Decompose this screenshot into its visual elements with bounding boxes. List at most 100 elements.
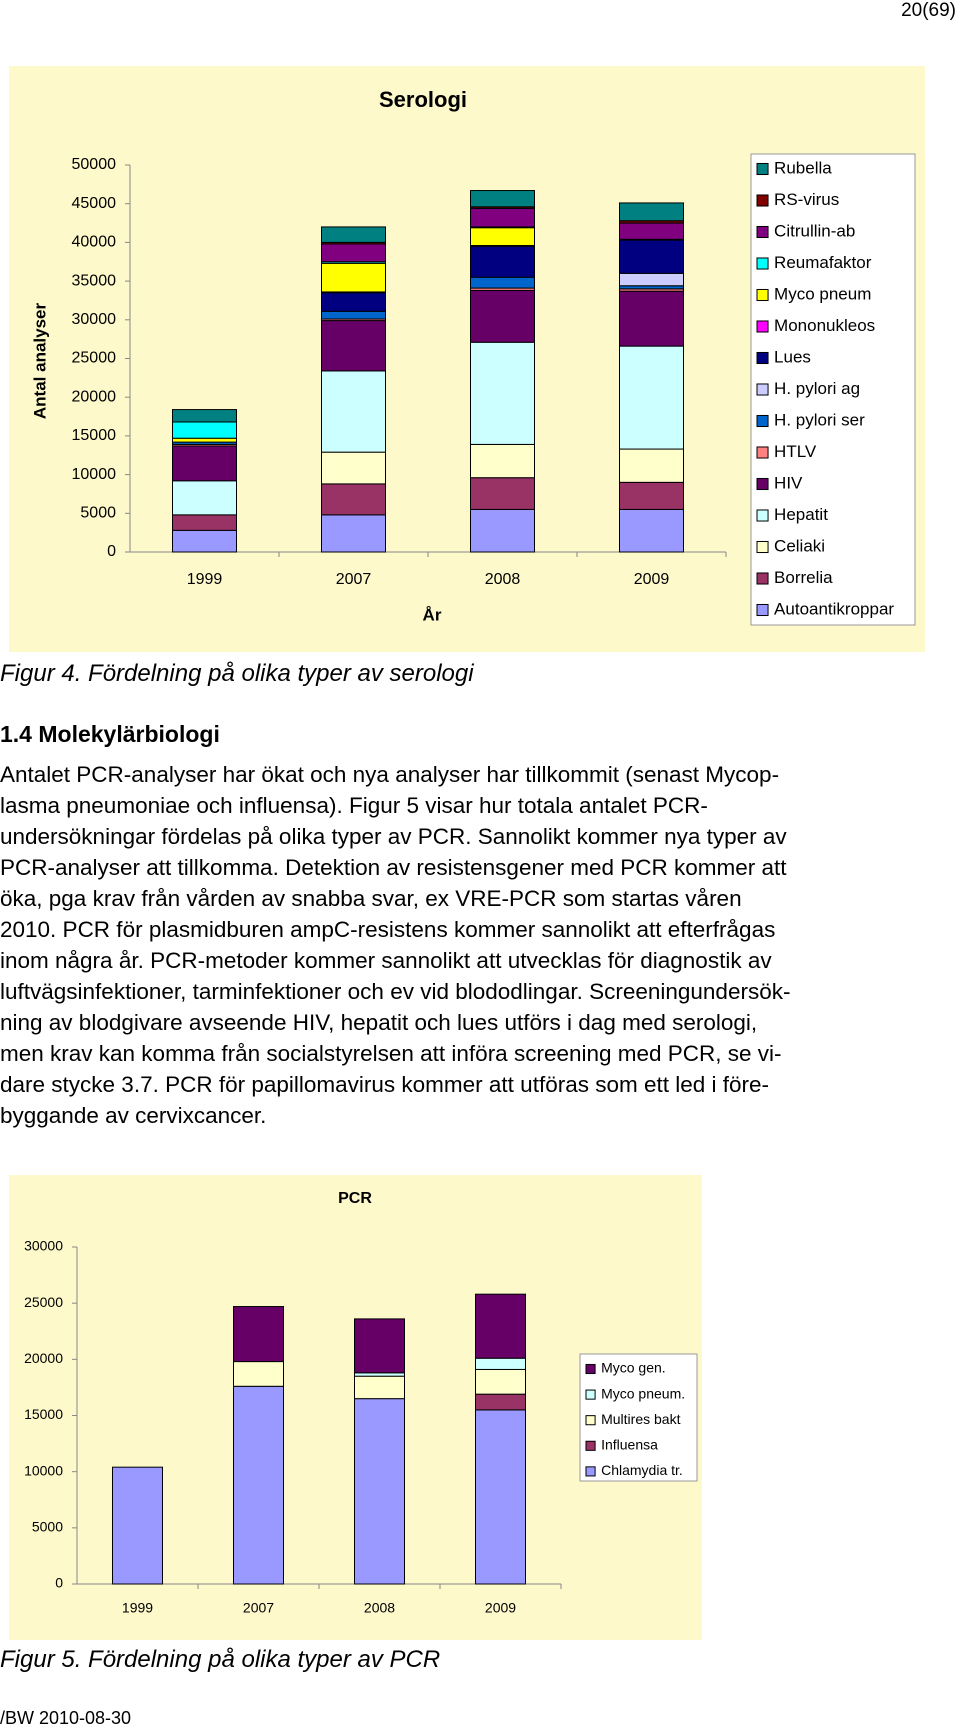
legend-box: [750, 153, 916, 626]
text-line: PCR-analyser att tillkomma. Detektion av…: [0, 855, 787, 880]
bar-segment: [470, 341, 535, 445]
bar-segment: [470, 207, 535, 228]
legend-swatch: [756, 603, 769, 617]
caption: Figur 4. Fördelning på olika typer av se…: [0, 660, 474, 687]
y-tick-label: 10000: [24, 1462, 63, 1478]
text-line: men krav kan komma från socialstyrelsen …: [0, 1041, 782, 1066]
legend-label: Citrullin-ab: [774, 221, 855, 240]
bar-segment: [321, 514, 386, 553]
y-tick-label: 15000: [72, 427, 117, 444]
text-line: undersökningar fördelas på olika typer a…: [0, 824, 787, 849]
legend-swatch: [756, 477, 769, 491]
text-line: inom några år. PCR-metoder kommer sannol…: [0, 948, 772, 973]
y-tick-label: 35000: [72, 272, 117, 289]
bar-segment: [172, 480, 237, 516]
legend-label: Multires bakt: [601, 1411, 680, 1427]
y-tick-label: 0: [107, 543, 116, 560]
bar-segment: [172, 421, 237, 439]
legend-label: Lues: [774, 347, 811, 366]
y-axis-label: Antal analyser: [30, 303, 49, 420]
bar-segment: [321, 370, 386, 453]
legend-label: HIV: [774, 473, 803, 492]
chart-title: PCR: [338, 1190, 372, 1207]
bar-segment: [475, 1368, 526, 1395]
legend-swatch: [756, 257, 769, 270]
y-tick-label: 0: [55, 1575, 63, 1591]
y-tick-label: 20000: [24, 1350, 63, 1366]
text-line: Antalet PCR-analyser har ökat och nya an…: [0, 762, 780, 787]
legend-label: RS-virus: [774, 190, 839, 209]
x-tick-label: 2007: [336, 571, 372, 588]
bar-segment: [619, 448, 684, 483]
bar-segment: [619, 222, 684, 240]
legend-swatch: [756, 162, 769, 176]
legend-swatch: [756, 383, 769, 396]
bar-segment: [321, 243, 386, 263]
bar-segment: [470, 289, 535, 343]
legend-swatch: [756, 351, 769, 365]
y-tick-label: 45000: [72, 195, 117, 212]
bar-segment: [172, 514, 237, 531]
bar-segment: [470, 443, 535, 479]
bar-segment: [172, 409, 237, 423]
legend-label: Reumafaktor: [774, 253, 872, 272]
caption: Figur 5. Fördelning på olika typer av PC…: [0, 1646, 441, 1673]
legend-swatch: [756, 225, 769, 239]
x-tick-label: 1999: [187, 571, 223, 588]
bar-segment: [470, 245, 535, 278]
legend-label: Borrelia: [774, 568, 833, 587]
y-tick-label: 20000: [72, 388, 117, 405]
bar-segment: [112, 1466, 163, 1585]
legend-label: Rubella: [774, 158, 832, 177]
bar-segment: [619, 202, 684, 222]
bar-segment: [172, 445, 237, 482]
text-line: lasma pneumoniae och influensa). Figur 5…: [0, 793, 708, 818]
bar-segment: [619, 290, 684, 347]
legend-label: Celiaki: [774, 536, 825, 555]
chart: PCR 0 5000 10000 15000 20000 25000 30000 1999 200…: [9, 1175, 702, 1640]
chart-title: Serologi: [379, 87, 467, 112]
y-tick-label: 50000: [72, 156, 117, 173]
legend-label: Autoantikroppar: [774, 599, 894, 618]
x-tick-label: 2009: [634, 571, 670, 588]
y-tick-label: 30000: [72, 311, 117, 328]
legend-swatch: [756, 572, 769, 585]
bar-segment: [619, 272, 684, 287]
page-number: 20(69): [901, 0, 956, 21]
bar-segment: [475, 1293, 526, 1359]
x-tick-label: 2008: [364, 1600, 395, 1616]
bar-segment: [619, 508, 684, 553]
x-tick-label: 2009: [485, 1600, 516, 1616]
legend-label: Myco pneum.: [601, 1385, 685, 1401]
bar-segment: [321, 310, 386, 320]
legend-swatch: [756, 194, 769, 207]
text-line: öka, pga krav från vården av snabba svar…: [0, 886, 742, 911]
bar-segment: [321, 451, 386, 485]
text-line: ning av blodgivare avseende HIV, hepatit…: [0, 1010, 758, 1035]
legend-swatch: [756, 509, 769, 522]
y-tick-label: 40000: [72, 234, 117, 251]
legend-swatch: [756, 540, 769, 554]
section-heading: 1.4 Molekylärbiologi: [0, 721, 220, 747]
bar-segment: [475, 1357, 526, 1370]
x-axis-label: År: [423, 605, 442, 624]
bar-segment: [172, 437, 237, 443]
bar-segment: [354, 1398, 405, 1585]
legend-label: Myco gen.: [601, 1360, 666, 1376]
legend-label: Mononukleos: [774, 316, 875, 335]
bar-segment: [470, 508, 535, 553]
bar-segment: [321, 292, 386, 312]
x-tick-label: 1999: [122, 1600, 153, 1616]
legend-swatch: [756, 320, 769, 333]
chart: Serologi 0 5000 10000 15000 20000 25000 30000 35…: [9, 66, 925, 652]
bar-segment: [475, 1409, 526, 1585]
bar-segment: [321, 320, 386, 372]
y-tick-label: 5000: [32, 1519, 63, 1535]
bar-segment: [475, 1393, 526, 1411]
y-tick-label: 5000: [80, 505, 116, 522]
legend-label: Influensa: [601, 1437, 658, 1453]
legend-label: Hepatit: [774, 505, 828, 524]
footer: /BW 2010-08-30: [0, 1708, 132, 1728]
legend-label: HTLV: [774, 442, 817, 461]
